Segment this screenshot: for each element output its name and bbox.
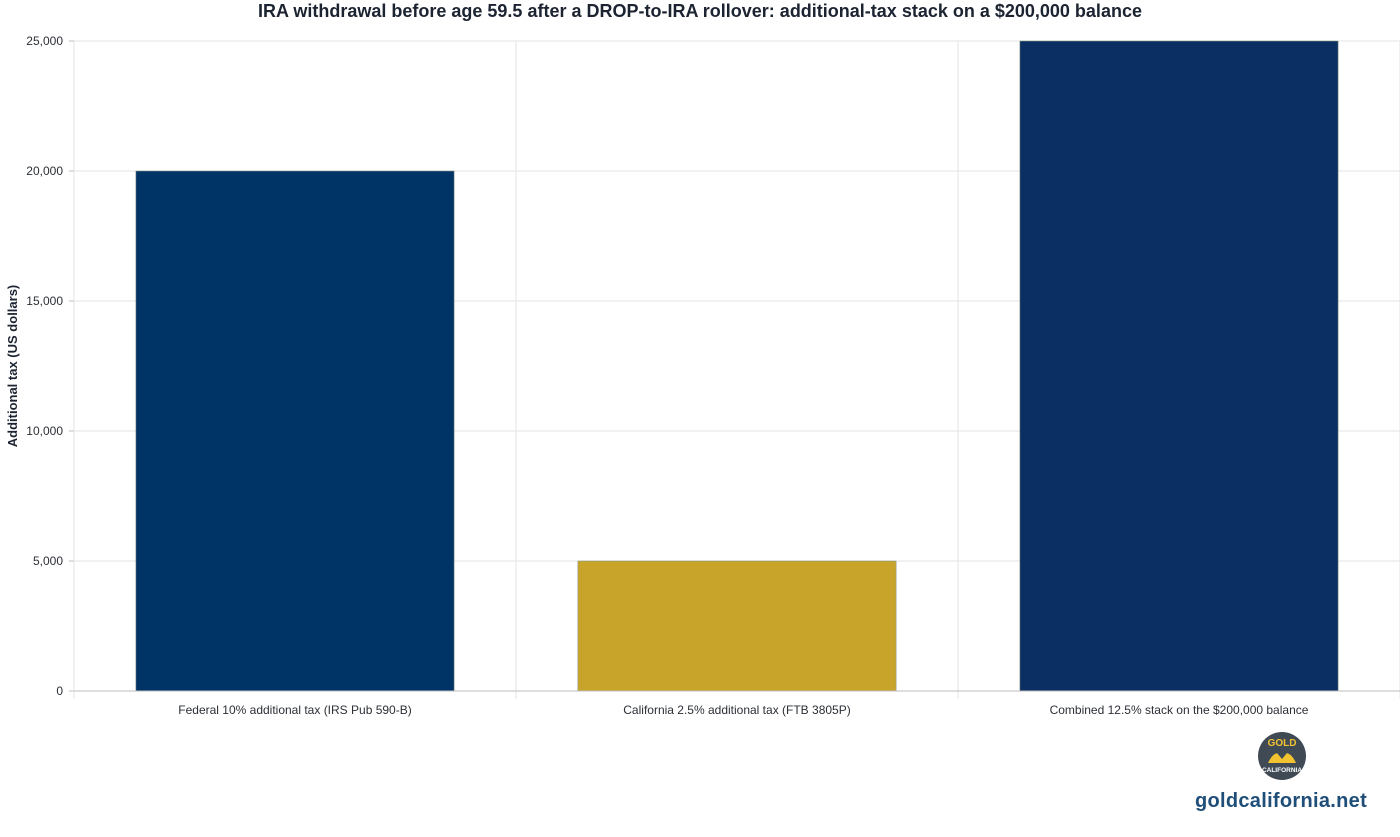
chart-title: IRA withdrawal before age 59.5 after a D… bbox=[258, 1, 1142, 21]
tick-labels: 0 5,000 10,000 15,000 20,000 25,000 Federal 10… bbox=[26, 34, 1308, 717]
x-tick-label: Federal 10% additional tax (IRS Pub 590-… bbox=[178, 703, 411, 717]
y-axis-label: Additional tax (US dollars) bbox=[5, 285, 20, 448]
y-tick-label: 25,000 bbox=[26, 34, 63, 48]
y-tick-label: 5,000 bbox=[33, 554, 63, 568]
logo-nugget bbox=[1277, 753, 1287, 759]
bars bbox=[135, 40, 1339, 692]
y-tick-label: 10,000 bbox=[26, 424, 63, 438]
y-tick-label: 20,000 bbox=[26, 164, 63, 178]
bar bbox=[1019, 40, 1339, 692]
axes bbox=[69, 40, 1400, 692]
logo-word-bottom: CALIFORNIA bbox=[1262, 767, 1302, 774]
bar bbox=[577, 560, 897, 692]
x-tick-label: Combined 12.5% stack on the $200,000 bal… bbox=[1050, 703, 1309, 717]
brand-logo: GOLD CALIFORNIA bbox=[1258, 732, 1306, 780]
brand-site-name: goldcalifornia.net bbox=[1195, 790, 1367, 812]
bar bbox=[135, 170, 455, 692]
y-tick-label: 0 bbox=[56, 684, 63, 698]
x-tick-label: California 2.5% additional tax (FTB 3805… bbox=[623, 703, 850, 717]
y-tick-label: 15,000 bbox=[26, 294, 63, 308]
logo-word-top: GOLD bbox=[1268, 738, 1297, 749]
